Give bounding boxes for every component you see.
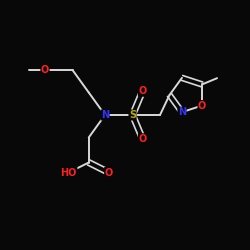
Text: O: O [104,168,113,177]
Text: O: O [41,65,49,75]
Text: O: O [198,100,206,110]
Text: N: N [178,107,186,117]
Text: O: O [138,134,146,144]
Text: O: O [138,86,146,96]
Text: HO: HO [60,168,77,177]
Text: S: S [129,110,136,120]
Text: N: N [101,110,109,120]
